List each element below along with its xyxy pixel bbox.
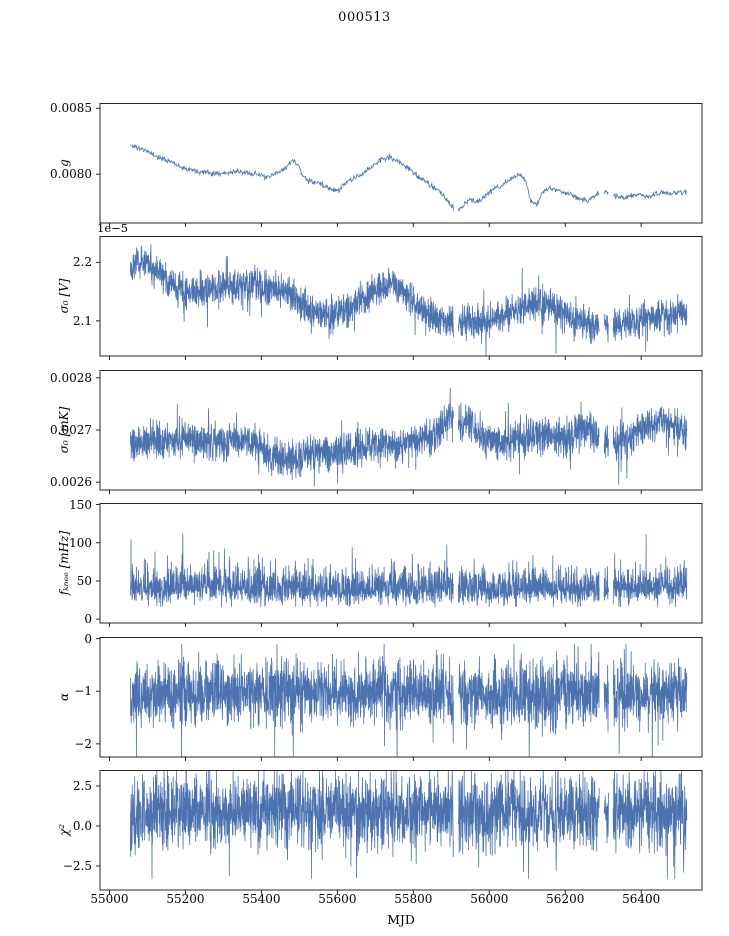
plot-area-chi2 xyxy=(0,770,729,896)
x-tick-label: 56400 xyxy=(622,892,661,906)
data-series-line xyxy=(458,172,600,212)
plot-canvas xyxy=(96,103,703,227)
subplot-fknee: fₖₙₑₑ [mHz] 150 100 50 0 xyxy=(0,498,729,629)
axes-spines xyxy=(99,770,703,891)
data-series-line xyxy=(612,534,688,607)
data-series-line xyxy=(458,401,600,475)
data-series-line xyxy=(612,643,688,757)
y-tick-label: 0.0080 xyxy=(50,167,92,182)
axes-spines xyxy=(99,637,703,758)
y-tick-label: 0.0027 xyxy=(50,423,92,437)
axes-spines xyxy=(99,103,703,224)
x-tick-label: 55400 xyxy=(242,892,281,906)
x-tick-label: 55600 xyxy=(318,892,357,906)
subplot-alpha: α 0 −1 −2 xyxy=(0,632,729,763)
data-series-line xyxy=(130,643,454,757)
axis-offset-text: 1e−5 xyxy=(97,221,129,235)
subplot-sigma0-volts: σ₀ [V] 2.2 2.1 xyxy=(0,236,729,362)
x-tick-label: 56000 xyxy=(470,892,509,906)
data-series-line xyxy=(130,143,454,211)
subplot-sigma0-mk: σ₀ [mK] 0.0028 0.0027 0.0026 xyxy=(0,370,729,496)
y-tick-label: 0.0026 xyxy=(50,475,92,490)
plot-area-alpha xyxy=(0,637,729,763)
data-series-line xyxy=(130,387,454,487)
data-series-line xyxy=(603,313,609,343)
data-series-line xyxy=(612,293,688,352)
y-tick-label: −2.5 xyxy=(62,859,92,873)
axes-spines xyxy=(99,236,703,357)
x-tick-label: 55200 xyxy=(166,892,205,906)
y-tick-label: 2.2 xyxy=(72,255,92,270)
y-tick-label: 0.0 xyxy=(72,819,92,833)
plot-area-sigma0-v xyxy=(0,236,729,362)
data-series-line xyxy=(603,566,609,601)
y-tick-label: −1 xyxy=(74,684,92,699)
axes-spines xyxy=(99,370,703,491)
plot-area-sigma0-mk xyxy=(0,370,729,496)
y-tick-label: 2.5 xyxy=(72,779,92,793)
data-series-line xyxy=(603,665,609,733)
plot-canvas xyxy=(96,770,703,894)
data-series-line xyxy=(612,406,688,485)
y-tick-label: 0.0028 xyxy=(50,370,92,385)
data-series-line xyxy=(458,267,600,356)
data-series-line xyxy=(612,770,688,879)
data-series-line xyxy=(458,555,600,607)
plot-area-fknee xyxy=(0,503,729,629)
x-tick-label: 56200 xyxy=(546,892,585,906)
data-series-line xyxy=(612,189,688,201)
plot-canvas xyxy=(96,236,703,360)
y-tick-label: 50 xyxy=(76,573,92,588)
data-series-line xyxy=(458,770,600,879)
data-series-line xyxy=(130,770,454,879)
data-series-line xyxy=(603,425,609,458)
subplot-chi2: χ² 2.5 0.0 −2.5 xyxy=(0,770,729,896)
subplot-gain: g 0.0085 0.0080 xyxy=(0,101,729,229)
figure-title: 000513 xyxy=(338,10,391,25)
plot-canvas xyxy=(96,637,703,761)
plot-canvas xyxy=(96,370,703,494)
x-axis-label: MJD xyxy=(387,912,415,927)
plot-area-g xyxy=(0,103,729,229)
y-tick-label: 0 xyxy=(84,612,92,627)
x-tick-label: 55000 xyxy=(90,892,129,906)
data-series-line xyxy=(604,189,609,196)
x-tick-labels: 55000 55200 55400 55600 55800 56000 56200 56400 xyxy=(0,891,729,907)
plot-canvas xyxy=(96,503,703,627)
y-tick-label: 0 xyxy=(84,631,92,646)
data-series-line xyxy=(130,533,454,607)
y-tick-label: 0.0085 xyxy=(50,101,92,116)
y-tick-label: 150 xyxy=(69,497,92,512)
y-tick-label: −2 xyxy=(74,736,92,751)
data-series-line xyxy=(603,792,609,844)
y-tick-label: 2.1 xyxy=(72,313,92,328)
y-tick-label: 100 xyxy=(69,535,92,550)
data-series-line xyxy=(458,643,600,757)
axes-spines xyxy=(99,503,703,624)
x-tick-label: 55800 xyxy=(394,892,433,906)
data-series-line xyxy=(130,244,454,340)
